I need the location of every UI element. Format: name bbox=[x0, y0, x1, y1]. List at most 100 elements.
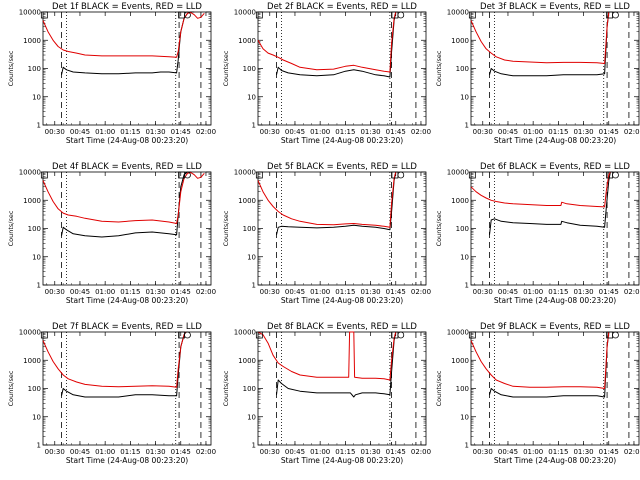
x-tick-label: 02:00 bbox=[196, 128, 216, 136]
x-tick-label: 02:00 bbox=[411, 128, 431, 136]
x-tick-label: 02:00 bbox=[624, 288, 640, 296]
x-axis-label: Start Time (24-Aug-08 00:23:20) bbox=[66, 296, 188, 305]
y-tick-label: 10000 bbox=[19, 9, 41, 17]
x-tick-label: 00:45 bbox=[285, 128, 305, 136]
x-tick-label: 01:30 bbox=[145, 288, 165, 296]
x-tick-label: 01:15 bbox=[335, 128, 355, 136]
x-tick-label: 01:15 bbox=[120, 448, 140, 456]
series-events-line bbox=[61, 171, 191, 238]
y-tick-label: 1 bbox=[252, 442, 256, 450]
y-tick-label: 1000 bbox=[238, 197, 256, 205]
y-axis-label: Counts/sec bbox=[222, 50, 230, 86]
x-tick-label: 01:00 bbox=[95, 448, 115, 456]
y-axis-label: Counts/sec bbox=[7, 50, 15, 86]
panel-title: Det 9f BLACK = Events, RED = LLD bbox=[480, 322, 630, 332]
x-tick-label: 00:30 bbox=[260, 288, 280, 296]
x-tick-label: 00:45 bbox=[70, 448, 90, 456]
x-tick-label: 01:45 bbox=[599, 128, 619, 136]
x-axis-label: Start Time (24-Aug-08 00:23:20) bbox=[281, 136, 403, 145]
x-tick-label: 02:00 bbox=[196, 288, 216, 296]
y-tick-label: 10 bbox=[460, 253, 469, 261]
x-tick-label: 00:45 bbox=[70, 288, 90, 296]
x-tick-label: 00:45 bbox=[285, 288, 305, 296]
x-tick-label: 00:30 bbox=[45, 128, 65, 136]
square-marker bbox=[255, 11, 263, 19]
square-marker bbox=[468, 171, 476, 179]
circle-marker bbox=[397, 11, 405, 19]
circle-marker bbox=[397, 171, 405, 179]
y-tick-label: 100 bbox=[243, 385, 256, 393]
x-tick-label: 01:30 bbox=[573, 448, 593, 456]
panel-title: Det 8f BLACK = Events, RED = LLD bbox=[267, 322, 417, 332]
x-tick-label: 02:00 bbox=[411, 448, 431, 456]
circle-marker bbox=[612, 11, 619, 19]
panel-det-5: Det 5f BLACK = Events, RED = LLD 1 10 100 10… bbox=[222, 162, 431, 305]
plot-frame bbox=[42, 331, 212, 446]
circle-marker bbox=[612, 171, 619, 179]
y-tick-label: 1000 bbox=[451, 197, 469, 205]
x-tick-label: 02:00 bbox=[196, 448, 216, 456]
y-axis-label: Counts/sec bbox=[222, 210, 230, 246]
circle-marker bbox=[184, 171, 191, 179]
y-tick-label: 10000 bbox=[447, 169, 469, 177]
x-tick-label: 01:15 bbox=[335, 288, 355, 296]
circle-marker bbox=[612, 331, 619, 339]
x-tick-label: 01:15 bbox=[548, 448, 568, 456]
plot-frame bbox=[470, 331, 640, 446]
x-tick-label: 01:30 bbox=[360, 448, 380, 456]
panel-title: Det 6f BLACK = Events, RED = LLD bbox=[480, 162, 630, 172]
plot-frame bbox=[470, 11, 640, 126]
x-tick-label: 01:00 bbox=[95, 128, 115, 136]
series-lld-line bbox=[470, 171, 611, 208]
panel-title: Det 7f BLACK = Events, RED = LLD bbox=[52, 322, 202, 332]
y-axis-label: Counts/sec bbox=[435, 370, 443, 406]
series-events-line bbox=[276, 11, 397, 78]
plot-frame bbox=[42, 11, 212, 126]
x-tick-label: 00:30 bbox=[473, 128, 493, 136]
x-tick-label: 00:30 bbox=[45, 448, 65, 456]
y-tick-label: 1000 bbox=[23, 37, 41, 45]
series-lld-line bbox=[42, 331, 187, 388]
series-events-line bbox=[489, 11, 610, 77]
y-tick-label: 1000 bbox=[451, 357, 469, 365]
x-axis-label: Start Time (24-Aug-08 00:23:20) bbox=[281, 456, 403, 465]
x-tick-label: 02:00 bbox=[411, 288, 431, 296]
x-tick-label: 01:45 bbox=[599, 448, 619, 456]
y-tick-label: 100 bbox=[28, 385, 41, 393]
x-tick-label: 01:00 bbox=[310, 128, 330, 136]
x-tick-label: 01:00 bbox=[310, 288, 330, 296]
panel-det-8: Det 8f BLACK = Events, RED = LLD 1 10 100 10… bbox=[222, 322, 431, 465]
y-tick-label: 10 bbox=[32, 93, 41, 101]
x-tick-label: 00:30 bbox=[260, 128, 280, 136]
x-tick-label: 01:00 bbox=[310, 448, 330, 456]
series-lld-line bbox=[42, 12, 205, 58]
x-tick-label: 00:30 bbox=[473, 288, 493, 296]
panel-det-3: Det 3f BLACK = Events, RED = LLD 1 10 100 10… bbox=[435, 2, 640, 145]
square-marker bbox=[40, 11, 48, 19]
x-tick-label: 01:45 bbox=[171, 448, 191, 456]
series-lld-line bbox=[42, 172, 205, 224]
x-tick-label: 01:45 bbox=[171, 288, 191, 296]
series-lld-line bbox=[257, 171, 397, 228]
x-tick-label: 01:30 bbox=[145, 128, 165, 136]
y-tick-label: 10000 bbox=[234, 9, 256, 17]
plot-frame bbox=[470, 171, 640, 286]
y-tick-label: 1 bbox=[37, 282, 41, 290]
x-axis-label: Start Time (24-Aug-08 00:23:20) bbox=[494, 296, 616, 305]
y-tick-label: 1 bbox=[37, 122, 41, 130]
x-axis-label: Start Time (24-Aug-08 00:23:20) bbox=[66, 456, 188, 465]
x-tick-label: 01:15 bbox=[548, 128, 568, 136]
y-tick-label: 1000 bbox=[23, 357, 41, 365]
plot-frame bbox=[257, 11, 427, 126]
series-events-line bbox=[276, 331, 397, 398]
x-tick-label: 00:45 bbox=[285, 448, 305, 456]
panel-title: Det 5f BLACK = Events, RED = LLD bbox=[267, 162, 417, 172]
x-axis-label: Start Time (24-Aug-08 00:23:20) bbox=[494, 136, 616, 145]
y-tick-label: 10000 bbox=[19, 329, 41, 337]
x-tick-label: 01:30 bbox=[360, 128, 380, 136]
panel-det-6: Det 6f BLACK = Events, RED = LLD 1 10 100 10… bbox=[435, 162, 640, 305]
x-tick-label: 01:00 bbox=[523, 288, 543, 296]
y-tick-label: 1 bbox=[465, 282, 469, 290]
x-axis-label: Start Time (24-Aug-08 00:23:20) bbox=[281, 296, 403, 305]
